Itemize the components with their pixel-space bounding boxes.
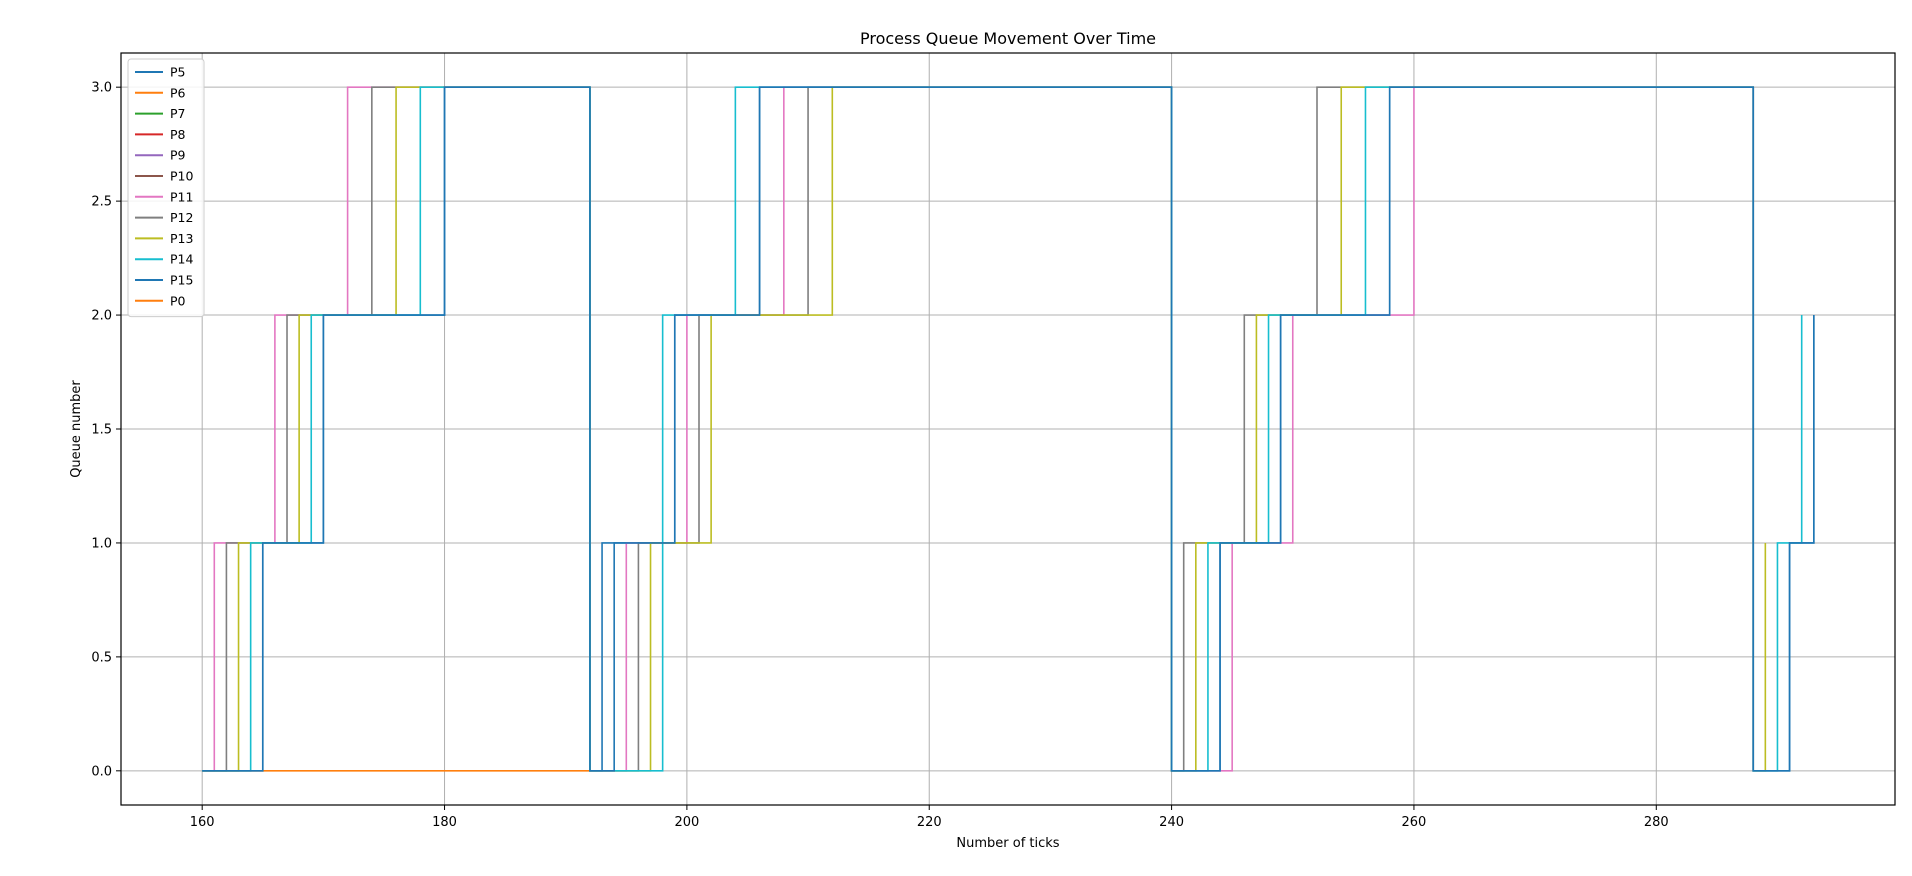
legend-label-p12: P12 <box>170 210 193 225</box>
legend-label-p13: P13 <box>170 231 193 246</box>
series-line-p15 <box>202 86 1815 772</box>
x-axis-title: Number of ticks <box>956 836 1059 851</box>
legend-label-p8: P8 <box>170 127 186 142</box>
y-tick-label: 0.0 <box>91 764 112 779</box>
legend-label-p14: P14 <box>170 252 193 267</box>
legend-label-p6: P6 <box>170 85 186 100</box>
legend-label-p11: P11 <box>170 189 193 204</box>
y-tick-label: 1.5 <box>91 423 112 438</box>
y-axis-title: Queue number <box>69 380 84 478</box>
legend-label-p10: P10 <box>170 169 193 184</box>
y-tick-label: 0.5 <box>91 650 112 665</box>
x-tick-label: 280 <box>1644 815 1669 830</box>
x-tick-label: 260 <box>1402 815 1427 830</box>
legend-label-p9: P9 <box>170 148 186 163</box>
x-tick-label: 180 <box>432 815 457 830</box>
series-layer <box>202 86 1815 772</box>
x-tick-label: 200 <box>674 815 699 830</box>
legend-label-p5: P5 <box>170 65 186 80</box>
y-tick-label: 2.5 <box>91 195 112 210</box>
y-tick-label: 2.0 <box>91 309 112 324</box>
legend-label-p0: P0 <box>170 293 186 308</box>
legend-label-p7: P7 <box>170 106 186 121</box>
x-tick-label: 220 <box>917 815 942 830</box>
y-tick-label: 3.0 <box>91 81 112 96</box>
legend: P5 P6 P7 P8 P9 P10 P11 P12 P13 P14 P15 P0 <box>127 58 205 318</box>
tick-layer: 160 180 200 220 240 260 280 0.0 0.5 1.0 1.5 2.0 2.5 3… <box>91 81 1668 830</box>
grid-layer <box>121 53 1895 805</box>
x-tick-label: 240 <box>1159 815 1184 830</box>
x-tick-label: 160 <box>190 815 215 830</box>
legend-label-p15: P15 <box>170 273 193 288</box>
y-tick-label: 1.0 <box>91 536 112 551</box>
legend-box <box>127 58 205 318</box>
chart-title: Process Queue Movement Over Time <box>860 29 1156 48</box>
